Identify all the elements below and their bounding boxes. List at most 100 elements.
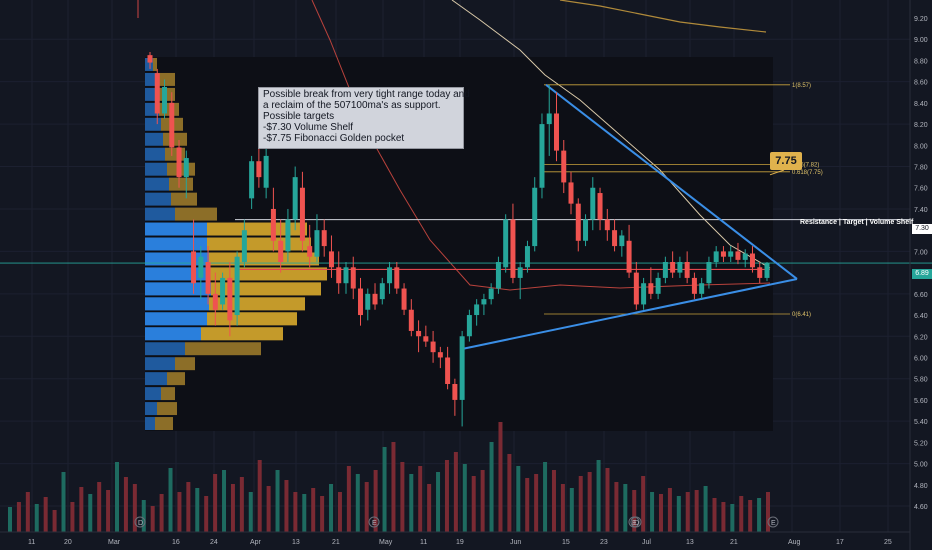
candle-body <box>154 73 160 114</box>
y-tick-label: 7.60 <box>914 186 928 193</box>
volume-bar <box>34 504 39 532</box>
candle-body <box>604 219 610 231</box>
fib-level-label: 0.65(7.82) <box>792 162 819 168</box>
volume-bar <box>284 480 289 532</box>
volume-bar <box>471 476 476 532</box>
y-tick-label: 9.00 <box>914 37 928 44</box>
volume-bar <box>578 476 583 532</box>
volume-bar <box>569 488 574 532</box>
volume-bar <box>587 472 592 532</box>
candle-body <box>321 230 327 247</box>
volume-bar <box>650 492 655 532</box>
volume-bar <box>97 482 102 532</box>
volume-bar <box>480 470 485 532</box>
candle-body <box>365 293 371 310</box>
candle-body <box>285 219 291 252</box>
volume-profile-bar <box>145 162 167 176</box>
volume-profile-bar <box>157 72 175 86</box>
candle-body <box>735 251 741 260</box>
volume-bar <box>195 488 200 532</box>
volume-bar <box>320 496 325 532</box>
value-area-bar <box>207 237 311 251</box>
volume-bar <box>355 474 360 532</box>
volume-bar <box>186 482 191 532</box>
volume-bar <box>614 482 619 532</box>
x-tick-label: Jun <box>510 539 521 546</box>
candle-body <box>706 262 712 284</box>
volume-bar <box>748 500 753 532</box>
volume-bar <box>177 492 182 532</box>
volume-bar <box>641 476 646 532</box>
volume-bar <box>257 460 262 532</box>
value-area-bar <box>209 297 305 311</box>
candle-body <box>713 251 719 262</box>
candle-body <box>524 246 530 268</box>
candle-body <box>568 182 574 204</box>
y-tick-label: 7.40 <box>914 207 928 214</box>
volume-bar <box>462 464 467 532</box>
event-marker-label: D <box>138 520 143 527</box>
volume-bar <box>132 484 137 532</box>
volume-bar <box>667 488 672 532</box>
candle-body <box>387 267 393 284</box>
candle-body <box>459 336 465 400</box>
x-tick-label: 13 <box>686 539 694 546</box>
candle-body <box>227 277 233 321</box>
volume-bar <box>605 468 610 532</box>
volume-profile-bar <box>153 58 157 71</box>
volume-bar <box>329 484 334 532</box>
candle-body <box>292 177 298 220</box>
y-tick-label: 8.00 <box>914 143 928 150</box>
volume-bar <box>498 422 503 532</box>
volume-bar <box>311 488 316 532</box>
x-tick-label: 23 <box>600 539 608 546</box>
candle-body <box>662 262 668 278</box>
candle-body <box>162 86 168 114</box>
value-area-bar <box>201 327 283 341</box>
candle-body <box>379 283 385 300</box>
resistance-label: Resistance | Target | Volume Shelf <box>800 219 914 226</box>
x-tick-label: 21 <box>730 539 738 546</box>
candle-body <box>677 262 683 273</box>
volume-bar <box>302 494 307 532</box>
volume-profile-bar <box>171 192 197 206</box>
volume-bar <box>230 484 235 532</box>
volume-profile-bar <box>145 342 185 356</box>
candle-body <box>445 357 451 384</box>
y-tick-label: 8.40 <box>914 101 928 108</box>
volume-profile-bar <box>145 72 157 86</box>
y-tick-label: 6.20 <box>914 334 928 341</box>
volume-bar <box>61 472 66 532</box>
candle-body <box>546 113 552 125</box>
y-tick-label: 5.00 <box>914 462 928 469</box>
volume-profile-bar <box>175 357 195 371</box>
y-tick-label: 8.80 <box>914 58 928 65</box>
value-area-bar <box>145 312 207 326</box>
value-area-bar <box>209 252 319 266</box>
candle-body <box>430 341 436 353</box>
lower-trendline <box>461 277 798 350</box>
note-line-3: Possible targets <box>263 111 335 122</box>
y-tick-label: 6.40 <box>914 313 928 320</box>
event-marker-label: E <box>632 520 637 527</box>
x-tick-label: 11 <box>420 539 427 546</box>
volume-profile-bar <box>145 417 155 430</box>
volume-bar <box>43 497 48 532</box>
candle-body <box>553 113 559 151</box>
volume-bar <box>79 487 84 532</box>
y-tick-label: 7.80 <box>914 165 928 172</box>
fib-level-label: 0.618(7.75) <box>792 170 823 176</box>
candle-body <box>314 230 320 257</box>
volume-bar <box>489 442 494 532</box>
volume-bar <box>712 498 717 532</box>
y-tick-label: 8.60 <box>914 80 928 87</box>
candle-body <box>408 309 414 331</box>
volume-bar <box>141 500 146 532</box>
fib-level-label: 1(8.57) <box>792 83 811 89</box>
volume-bar <box>248 492 253 532</box>
candle-body <box>299 187 305 241</box>
volume-bar <box>436 472 441 532</box>
value-area-bar <box>145 237 207 251</box>
x-tick-label: 24 <box>210 539 218 546</box>
y-tick-label: 4.60 <box>914 504 928 511</box>
